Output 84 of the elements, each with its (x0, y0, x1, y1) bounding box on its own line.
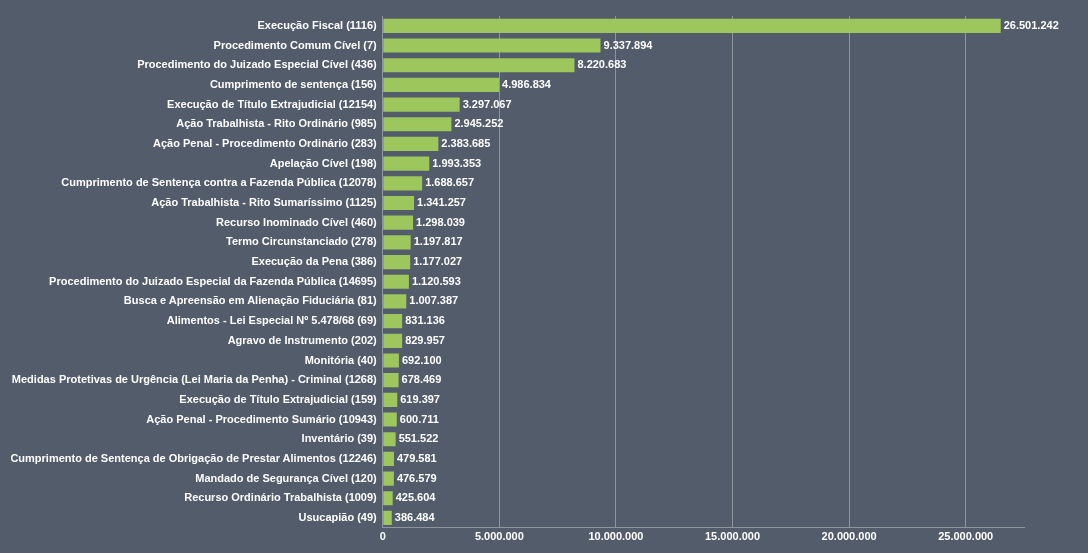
data-label: 476.579 (396, 471, 437, 484)
x-tick-label: 5.000.000 (474, 530, 524, 543)
bar (383, 235, 411, 250)
bar (383, 471, 394, 486)
data-label: 386.484 (394, 510, 436, 523)
y-tick-label: Ação Penal - Procedimento Ordinário (283) (153, 136, 378, 149)
data-label: 1.993.353 (432, 156, 482, 169)
data-label: 829.957 (405, 333, 445, 346)
bar (383, 215, 414, 230)
bar (383, 451, 394, 466)
x-tick-label: 20.000.000 (821, 530, 877, 543)
x-tick-label: 0 (379, 530, 386, 543)
bar (383, 97, 460, 112)
data-label: 600.711 (399, 412, 439, 425)
bar (383, 136, 439, 152)
data-label: 9.337.894 (603, 38, 654, 51)
bar (383, 254, 411, 270)
data-label: 479.581 (396, 451, 437, 464)
y-tick-label: Execução de Título Extrajudicial (12154) (167, 97, 378, 110)
x-tick-label: 10.000.000 (588, 530, 644, 543)
data-label: 1.197.817 (413, 235, 463, 248)
y-tick-label: Inventário (39) (301, 432, 378, 445)
y-tick-label: Procedimento do Juizado Especial da Fazenda Pública (14695) (49, 274, 378, 287)
y-tick-label: Procedimento do Juizado Especial Cível (436) (137, 58, 378, 71)
data-label: 831.136 (405, 314, 445, 327)
data-label: 4.986.834 (502, 77, 552, 90)
y-tick-label: Execução da Pena (386) (251, 255, 378, 268)
bar (383, 156, 430, 171)
x-tick-label: 15.000.000 (705, 530, 761, 543)
data-label: 551.522 (398, 432, 439, 445)
bar (383, 491, 393, 506)
bar (383, 510, 392, 526)
bar (383, 117, 452, 132)
y-tick-label: Ação Trabalhista - Rito Sumaríssimo (1125) (151, 196, 378, 209)
x-tick-label: 25.000.000 (938, 530, 994, 543)
y-tick-label: Recurso Ordinário Trabalhista (1009) (184, 491, 378, 504)
y-tick-label: Busca e Apreensão em Alienação Fiduciária (81) (123, 294, 378, 307)
y-tick-label: Procedimento Comum Cível (7) (213, 38, 378, 51)
data-label: 425.604 (395, 491, 437, 504)
bar (383, 314, 403, 329)
bar (383, 18, 1001, 33)
data-label: 678.469 (401, 373, 442, 386)
bar (383, 38, 601, 53)
data-label: 3.297.067 (462, 97, 512, 110)
bar (383, 294, 407, 309)
bar (383, 392, 398, 407)
bar (383, 176, 423, 191)
bar (383, 432, 396, 447)
data-label: 26.501.242 (1003, 18, 1059, 31)
bar (383, 412, 397, 427)
y-tick-label: Execução de Título Extrajudicial (159) (179, 392, 378, 405)
y-tick-label: Recurso Inominado Cível (460) (216, 215, 378, 228)
y-tick-label: Ação Trabalhista - Rito Ordinário (985) (176, 117, 378, 130)
data-label: 619.397 (400, 392, 440, 405)
data-label: 2.945.252 (454, 117, 504, 130)
bar (383, 195, 415, 211)
y-tick-label: Ação Penal - Procedimento Sumário (10943) (146, 412, 378, 425)
bar (383, 353, 399, 368)
y-tick-label: Agravo de Instrumento (202) (227, 333, 378, 346)
bar (383, 333, 403, 348)
data-label: 1.177.027 (413, 255, 463, 268)
y-tick-label: Mandado de Segurança Cível (120) (195, 471, 378, 484)
data-label: 1.120.593 (411, 274, 461, 287)
bar (383, 77, 500, 92)
y-tick-label: Alimentos - Lei Especial Nº 5.478/68 (69) (166, 314, 378, 327)
data-label: 1.341.257 (417, 196, 466, 209)
y-tick-label: Usucapião (49) (298, 510, 378, 523)
bar (383, 58, 575, 73)
data-label: 1.007.387 (409, 294, 459, 307)
y-tick-label: Monitória (40) (304, 353, 378, 366)
y-tick-label: Cumprimento de sentença (156) (209, 77, 378, 90)
data-label: 1.298.039 (416, 215, 465, 228)
bar (383, 373, 399, 388)
data-label: 692.100 (401, 353, 442, 366)
y-tick-label: Apelação Cível (198) (269, 156, 378, 169)
data-label: 2.383.685 (441, 136, 491, 149)
y-tick-label: Execução Fiscal (1116) (257, 18, 378, 31)
y-tick-label: Medidas Protetivas de Urgência (Lei Maria da Penha) - Criminal (1268) (11, 373, 378, 386)
y-tick-label: Termo Circunstanciado (278) (225, 235, 378, 248)
data-label: 1.688.657 (425, 176, 475, 189)
data-label: 8.220.683 (577, 58, 627, 71)
bar (383, 274, 409, 289)
y-tick-label: Cumprimento de Sentença contra a Fazenda Pública (12078) (61, 176, 378, 189)
y-tick-label: Cumprimento de Sentença de Obrigação de Prestar Alimentos (12246) (10, 451, 378, 464)
